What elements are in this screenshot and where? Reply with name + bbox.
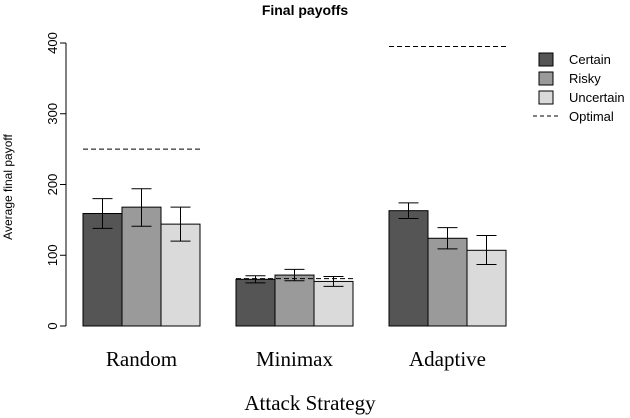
- chart-title: Final payoffs: [262, 2, 349, 18]
- legend-swatch: [538, 71, 554, 86]
- y-tick-label: 0: [45, 322, 60, 329]
- bar: [427, 237, 468, 327]
- x-tick-labels: Random Minimax Adaptive: [106, 347, 486, 371]
- legend-label: Certain: [569, 52, 611, 67]
- legend-label: Uncertain: [569, 90, 625, 105]
- x-tick-label: Adaptive: [409, 347, 486, 371]
- y-axis: 0 100 200 300 400: [45, 32, 67, 330]
- bar: [235, 278, 276, 327]
- y-tick-label: 200: [45, 174, 60, 196]
- legend-label: Risky: [569, 71, 601, 86]
- legend-swatch: [538, 90, 554, 105]
- x-axis-label: Attack Strategy: [244, 391, 376, 415]
- legend: Certain Risky Uncertain Optimal: [533, 52, 625, 124]
- y-tick-label: 100: [45, 244, 60, 266]
- bar: [313, 280, 354, 327]
- y-axis-label: Average final payoff: [1, 134, 15, 240]
- x-tick-label: Minimax: [256, 347, 333, 371]
- x-tick-label: Random: [106, 347, 177, 371]
- error-bars: [92, 188, 497, 287]
- legend-swatch: [538, 52, 554, 67]
- y-tick-label: 300: [45, 103, 60, 125]
- bars: [82, 206, 507, 327]
- y-tick-label: 400: [45, 32, 60, 54]
- bar: [274, 274, 315, 327]
- bar: [388, 210, 429, 327]
- bar: [82, 213, 123, 327]
- legend-label: Optimal: [569, 109, 614, 124]
- optimal-lines: [83, 46, 508, 280]
- bar: [121, 206, 162, 327]
